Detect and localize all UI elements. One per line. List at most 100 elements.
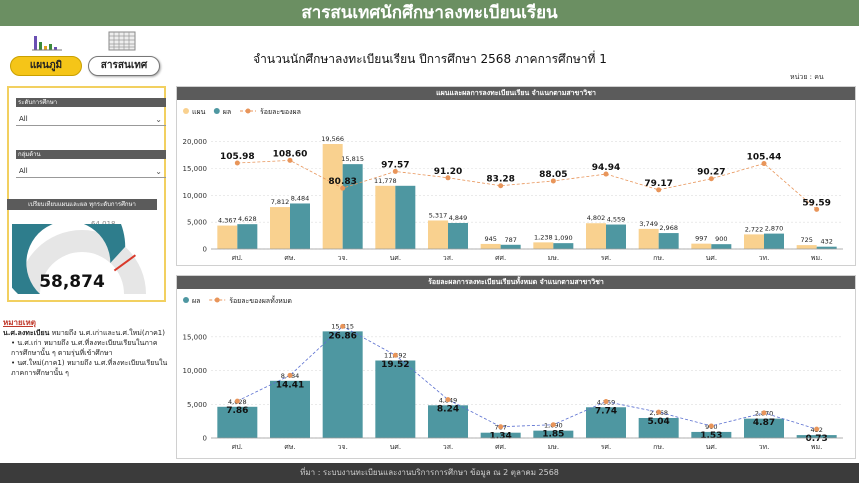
x-tick-label: ศษ. — [284, 443, 295, 451]
bar — [375, 360, 416, 438]
bar — [290, 203, 310, 249]
percent-data-label: 90.27 — [697, 168, 725, 178]
gauge-chart — [12, 224, 146, 294]
x-tick-label: วส. — [443, 443, 453, 451]
bar — [744, 234, 764, 249]
bar — [638, 228, 659, 249]
bar — [533, 242, 554, 249]
percent-data-label: 7.74 — [595, 407, 617, 417]
bar-data-label: 19,566 — [321, 135, 344, 143]
percent-data-label: 8.24 — [437, 405, 459, 415]
notes-bullet: • นศ.ใหม่(ภาค1) หมายถึง น.ศ.ที่ลงทะเบียน… — [11, 359, 168, 377]
filter-label-group: กลุ่มด้าน — [16, 150, 166, 159]
percent-line — [237, 325, 817, 430]
percent-point — [550, 178, 556, 184]
y-tick-label: 10,000 — [183, 192, 208, 200]
legend-label: ร้อยละของผล — [260, 108, 301, 116]
y-tick-label: 10,000 — [183, 367, 208, 375]
x-tick-label: นศ. — [390, 443, 401, 451]
percent-point — [708, 176, 714, 182]
bar — [691, 243, 712, 249]
notes: หมายเหตุ น.ศ.ลงทะเบียน หมายถึง น.ศ.เก่าแ… — [3, 318, 168, 378]
percent-data-label: 105.98 — [220, 152, 255, 162]
plan-result-panel: แผนและผลการลงทะเบียนเรียน จำแนกตามสาขาวิ… — [176, 86, 856, 266]
percent-data-label: 4.87 — [753, 418, 775, 428]
notes-line1: น.ศ.ลงทะเบียน หมายถึง น.ศ.เก่าและน.ศ.ใหม… — [3, 328, 168, 338]
bar — [375, 185, 396, 249]
bar — [342, 164, 363, 249]
percent-data-label: 88.05 — [539, 170, 567, 180]
y-tick-label: 5,000 — [187, 219, 207, 227]
percent-point — [498, 183, 504, 189]
gauge-target-marker — [113, 254, 137, 272]
percent-data-label: 105.44 — [747, 153, 782, 163]
x-tick-label: วท. — [759, 443, 770, 451]
percent-point — [814, 426, 820, 432]
percent-data-label: 0.73 — [806, 434, 828, 444]
bar — [553, 243, 574, 249]
bar — [500, 244, 521, 249]
filter-label-level: ระดับการศึกษา — [16, 98, 166, 107]
percent-point — [287, 157, 293, 163]
level-select[interactable]: All ⌄ — [16, 112, 166, 126]
y-tick-label: 0 — [203, 246, 207, 254]
percent-point — [445, 175, 451, 181]
percent-chart-title: ร้อยละผลการลงทะเบียนเรียนทั้งหมด จำแนกตา… — [177, 276, 855, 289]
x-tick-label: รศ. — [601, 254, 611, 262]
plan-result-chart: แผน ผล ร้อยละของผล 0 5,000 10,000 15,000 20,000… — [183, 108, 843, 262]
x-tick-label: ศป. — [232, 254, 243, 262]
y-tick-label: 15,000 — [183, 333, 208, 341]
bar-data-label: 4,849 — [449, 214, 468, 222]
bar — [658, 233, 679, 249]
percent-point — [392, 168, 398, 174]
y-tick-label: 20,000 — [183, 138, 208, 146]
percent-data-label: 97.57 — [381, 160, 409, 170]
percent-chart: ผลร้อยละของผลทั้งหมด05,00010,00015,0004,… — [183, 294, 843, 451]
percent-point — [656, 409, 662, 415]
notes-bullet: • น.ศ.เก่า หมายถึง น.ศ.ที่ลงทะเบียนเรียน… — [11, 339, 158, 357]
bar-data-label: 2,968 — [659, 224, 678, 232]
unit-label: หน่วย : คน — [790, 73, 824, 81]
bar-data-label: 5,317 — [429, 211, 448, 219]
bar-data-label: 4,802 — [587, 214, 606, 222]
bar-data-label: 2,870 — [765, 225, 784, 233]
bar — [638, 417, 679, 438]
legend-label: แผน — [192, 108, 206, 116]
bar-data-label: 2,722 — [745, 225, 764, 233]
x-tick-label: นศ. — [706, 254, 717, 262]
bar — [217, 406, 258, 438]
percent-line — [237, 159, 817, 210]
tab-information[interactable]: สารสนเทศ — [88, 56, 160, 76]
bar-data-label: 787 — [504, 236, 516, 244]
percent-data-label: 1.85 — [542, 430, 564, 440]
legend-line-marker — [245, 108, 251, 114]
legend-swatch — [213, 108, 220, 114]
legend-label: ร้อยละของผลทั้งหมด — [229, 294, 292, 305]
gauge-fill — [12, 224, 126, 294]
bar-data-label: 945 — [484, 235, 496, 243]
tab-chart[interactable]: แผนภูมิ — [10, 56, 82, 76]
plan-result-chart-title: แผนและผลการลงทะเบียนเรียน จำแนกตามสาขาวิ… — [177, 87, 855, 100]
app-title: สารสนเทศนักศึกษาลงทะเบียนเรียน — [0, 0, 859, 26]
percent-point — [445, 397, 451, 403]
percent-point — [603, 399, 609, 405]
x-tick-label: ศศ. — [495, 443, 506, 451]
x-tick-label: วจ. — [338, 254, 348, 262]
percent-point — [761, 161, 767, 167]
x-tick-label: กษ. — [653, 443, 664, 451]
x-tick-label: รศ. — [601, 443, 611, 451]
x-tick-label: ศศ. — [495, 254, 506, 262]
percent-data-label: 1.34 — [490, 432, 512, 442]
percent-data-label: 83.28 — [486, 175, 514, 185]
bar — [744, 418, 784, 438]
chevron-down-icon: ⌄ — [155, 167, 162, 176]
x-tick-label: วส. — [443, 254, 453, 262]
group-select[interactable]: All ⌄ — [16, 164, 166, 178]
bar — [217, 225, 238, 249]
percent-data-label: 1.53 — [700, 431, 722, 441]
bar-data-label: 3,749 — [639, 220, 658, 228]
bar — [428, 220, 448, 249]
x-tick-label: นศ. — [390, 254, 401, 262]
bar-data-label: 11,778 — [374, 177, 397, 185]
gauge-title: เปรียบเทียบแผนและผล ทุกระดับการศึกษา — [7, 199, 157, 210]
